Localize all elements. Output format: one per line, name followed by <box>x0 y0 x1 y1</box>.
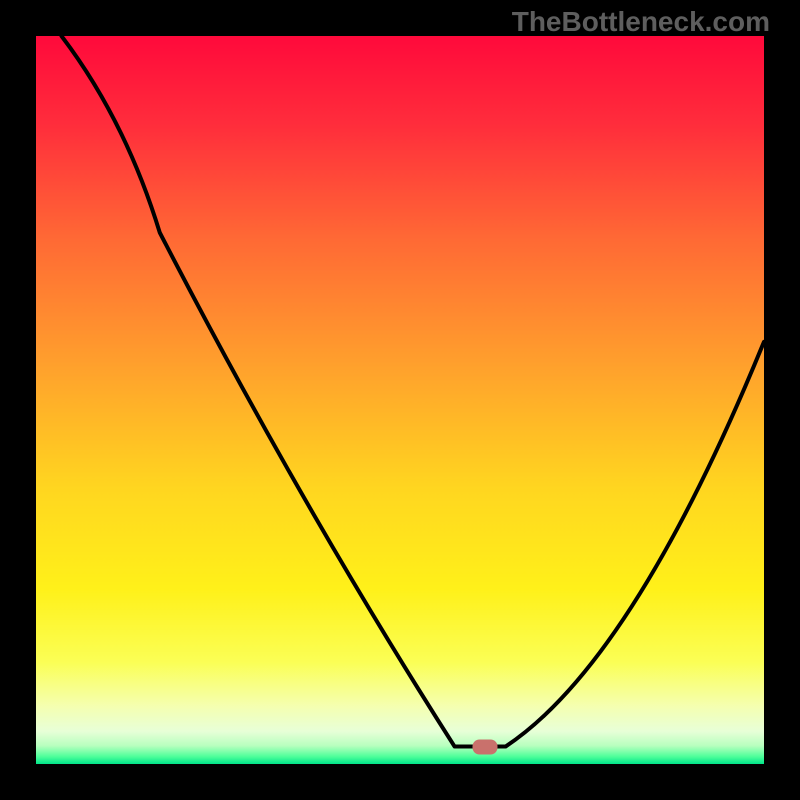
watermark-text: TheBottleneck.com <box>512 6 770 38</box>
optimum-marker <box>473 739 498 754</box>
curve-path <box>61 36 764 747</box>
stage: TheBottleneck.com <box>0 0 800 800</box>
plot-area <box>36 36 764 764</box>
bottleneck-curve <box>36 36 764 764</box>
